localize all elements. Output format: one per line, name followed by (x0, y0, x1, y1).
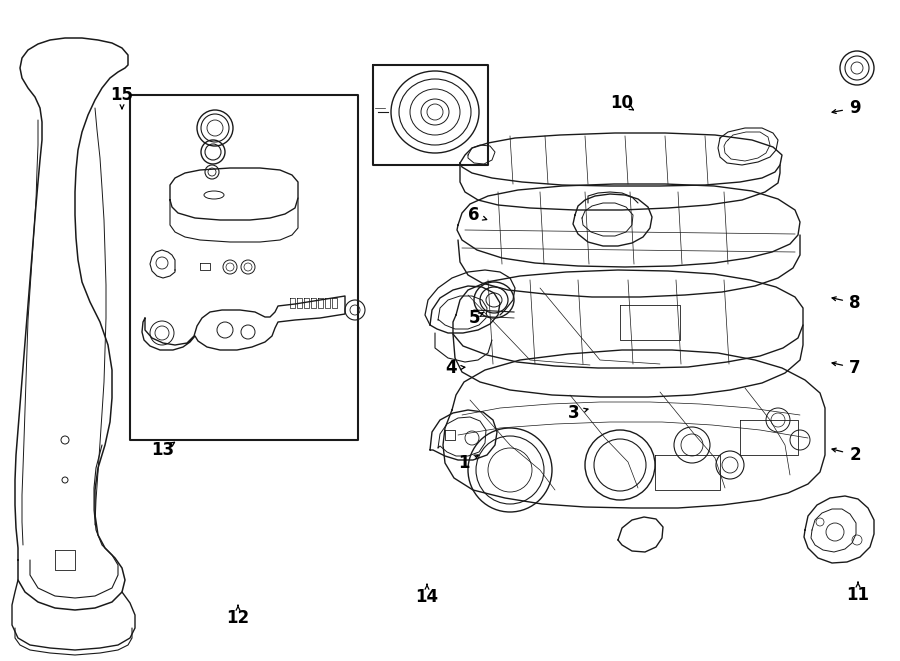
Text: 2: 2 (850, 446, 860, 464)
Text: 3: 3 (568, 404, 580, 422)
Text: 6: 6 (468, 206, 480, 224)
Text: 1: 1 (458, 454, 470, 472)
Text: 5: 5 (468, 309, 480, 327)
Text: 10: 10 (610, 94, 634, 112)
Text: 14: 14 (416, 588, 438, 606)
Text: 8: 8 (850, 294, 860, 312)
Text: 15: 15 (111, 86, 133, 104)
Text: 7: 7 (850, 359, 860, 377)
Text: 12: 12 (227, 609, 249, 627)
Text: 9: 9 (850, 99, 860, 117)
Text: 13: 13 (151, 441, 175, 459)
Text: 11: 11 (847, 586, 869, 604)
Text: 4: 4 (446, 359, 457, 377)
